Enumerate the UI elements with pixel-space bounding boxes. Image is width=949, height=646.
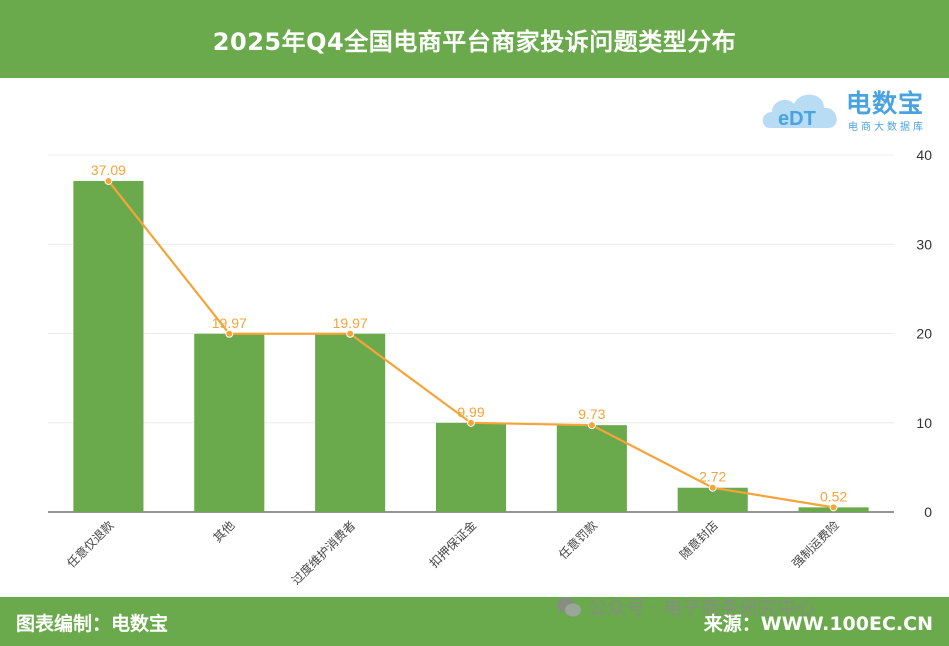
line-point <box>225 329 234 338</box>
cloud-logo-icon: eDT <box>762 94 837 130</box>
footer-source: 来源：WWW.100EC.CN <box>703 613 933 635</box>
x-tick-label: 随意封店 <box>676 518 721 563</box>
bar-line-chart: 0 10 20 30 40 37.09 19.97 19.97 9.99 9.73 2.72 0.52… <box>48 147 932 588</box>
logo-subtitle: 电商大数据库 <box>848 122 926 133</box>
x-tick-label: 其他 <box>211 518 238 545</box>
footer-bar: 图表编制：电数宝 来源：WWW.100EC.CN <box>0 597 949 646</box>
line-point <box>104 176 113 185</box>
bar <box>73 180 144 512</box>
line-point <box>829 503 838 512</box>
data-label: 2.72 <box>699 469 726 485</box>
data-label: 0.52 <box>820 488 847 504</box>
data-label: 37.09 <box>91 162 126 178</box>
title-bar: 2025年Q4全国电商平台商家投诉问题类型分布 <box>0 0 949 78</box>
line-point <box>346 329 355 338</box>
bar <box>315 333 386 512</box>
x-tick-label: 任意罚款 <box>555 518 600 563</box>
line-point <box>467 418 475 427</box>
wechat-icon <box>557 597 581 616</box>
line-point <box>708 483 717 492</box>
data-label: 9.73 <box>578 406 605 422</box>
x-tick-label: 扣押保证金 <box>426 518 479 571</box>
x-tick-label: 强制运费险 <box>789 518 842 571</box>
bar <box>194 333 265 512</box>
x-tick-label: 任意仅退款 <box>64 518 117 571</box>
y-tick-label: 40 <box>916 147 932 163</box>
line-point <box>587 421 596 430</box>
y-tick-label: 0 <box>924 504 932 520</box>
watermark-text: 公众号 · 电子商务研究中心 <box>588 597 816 619</box>
logo-mark: eDT <box>778 108 816 130</box>
bar <box>556 425 627 512</box>
y-tick-label: 30 <box>916 236 932 252</box>
watermark: 公众号 · 电子商务研究中心 <box>556 593 815 620</box>
y-tick-label: 20 <box>916 326 932 342</box>
logo-brand: 电数宝 <box>846 89 925 118</box>
data-label: 19.97 <box>333 315 368 331</box>
bar <box>435 422 507 512</box>
y-tick-label: 10 <box>916 415 932 431</box>
data-label: 19.97 <box>212 315 247 331</box>
x-tick-label: 过度维护消费者 <box>288 518 358 588</box>
data-label: 9.99 <box>457 404 484 420</box>
brand-logo: eDT 电数宝 电商大数据库 <box>758 82 944 136</box>
footer-credit: 图表编制：电数宝 <box>16 613 169 635</box>
chart-title: 2025年Q4全国电商平台商家投诉问题类型分布 <box>212 27 737 56</box>
